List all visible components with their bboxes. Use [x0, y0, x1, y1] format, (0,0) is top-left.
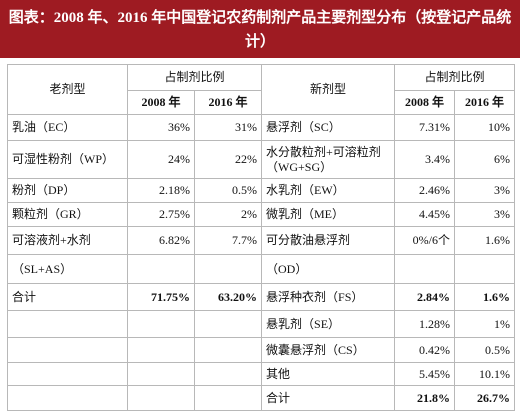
- type-cell: 合计: [261, 385, 396, 411]
- year-cell: 2008 年: [127, 90, 195, 115]
- share-cell: 0%/6个: [394, 226, 456, 255]
- share-cell: 3.4%: [394, 140, 456, 179]
- type-cell: 微乳剂（ME）: [261, 202, 396, 227]
- share-cell: [193, 310, 263, 338]
- type-cell: 其他: [261, 362, 396, 386]
- title: 图表：2008 年、2016 年中国登记农药制剂产品主要剂型分布（按登记产品统计…: [0, 0, 520, 58]
- type-cell: 悬乳剂（SE）: [261, 310, 396, 338]
- header-cell: 老剂型: [7, 64, 128, 115]
- share-cell: [127, 385, 195, 411]
- share-cell: 1.6%: [454, 283, 516, 311]
- share-cell: 6.82%: [127, 226, 195, 255]
- type-cell: 微囊悬浮剂（CS）: [261, 337, 396, 363]
- share-cell: [127, 362, 195, 386]
- share-cell: 24%: [127, 140, 195, 179]
- share-cell: 63.20%: [193, 283, 263, 311]
- share-cell: 3%: [454, 202, 516, 227]
- type-cell: 悬浮剂（SC）: [261, 114, 396, 141]
- share-cell: 2%: [193, 202, 263, 227]
- share-cell: 21.8%: [394, 385, 456, 411]
- data-row: （SL+AS） （OD）: [7, 254, 516, 284]
- data-row: 合计 21.8% 26.7%: [7, 385, 516, 411]
- data-row: 其他 5.45% 10.1%: [7, 362, 516, 386]
- share-cell: 2.18%: [127, 178, 195, 203]
- type-cell: （OD）: [261, 254, 396, 284]
- type-cell: （SL+AS）: [7, 254, 128, 284]
- share-cell: [127, 310, 195, 338]
- share-cell: 2.75%: [127, 202, 195, 227]
- share-cell: [193, 254, 263, 284]
- share-cell: 0.42%: [394, 337, 456, 363]
- share-cell: [193, 362, 263, 386]
- header-cell: 占制剂比例: [394, 64, 516, 91]
- type-cell: 水乳剂（EW）: [261, 178, 396, 203]
- share-cell: 2.84%: [394, 283, 456, 311]
- share-cell: [127, 337, 195, 363]
- year-cell: 2016 年: [454, 90, 516, 115]
- table: 老剂型 占制剂比例 新剂型 占制剂比例 2008 年 2016 年 2008 年 2016 年…: [7, 64, 516, 411]
- data-row: 可溶液剂+水剂 6.82% 7.7% 可分散油悬浮剂 0%/6个 1.6%: [7, 226, 516, 255]
- share-cell: 31%: [193, 114, 263, 141]
- share-cell: 10.1%: [454, 362, 516, 386]
- header-row: 老剂型 占制剂比例 新剂型 占制剂比例: [7, 64, 516, 115]
- header-row: 2008 年 2016 年 2008 年 2016 年: [8, 90, 516, 115]
- year-cell: 2016 年: [193, 90, 263, 115]
- share-cell: 26.7%: [454, 385, 516, 411]
- type-cell: [7, 362, 128, 386]
- share-cell: 1.28%: [394, 310, 456, 338]
- share-cell: [193, 337, 263, 363]
- type-cell: 粉剂（DP）: [7, 178, 128, 203]
- type-cell: 乳油（EC）: [7, 114, 128, 141]
- share-cell: 22%: [193, 140, 263, 179]
- share-cell: 3%: [454, 178, 516, 203]
- data-row: 乳油（EC） 36% 31% 悬浮剂（SC） 7.31% 10%: [7, 114, 516, 141]
- data-row: 粉剂（DP） 2.18% 0.5% 水乳剂（EW） 2.46% 3%: [7, 178, 516, 203]
- share-cell: 2.46%: [394, 178, 456, 203]
- share-cell: 5.45%: [394, 362, 456, 386]
- share-cell: [193, 385, 263, 411]
- type-cell: 可分散油悬浮剂: [261, 226, 396, 255]
- share-cell: 71.75%: [127, 283, 195, 311]
- year-cell: 2008 年: [394, 90, 456, 115]
- header-cell: 新剂型: [261, 64, 396, 115]
- share-cell: 10%: [454, 114, 516, 141]
- type-cell: 合计: [7, 283, 128, 311]
- share-cell: 4.45%: [394, 202, 456, 227]
- share-cell: 1.6%: [454, 226, 516, 255]
- share-cell: 0.5%: [454, 337, 516, 363]
- type-cell: [7, 385, 128, 411]
- type-cell: 可湿性粉剂（WP）: [7, 140, 128, 179]
- data-row: 合计 71.75% 63.20% 悬浮种衣剂（FS） 2.84% 1.6%: [7, 283, 516, 311]
- header-cell: 占制剂比例: [126, 64, 263, 91]
- share-cell: 36%: [127, 114, 195, 141]
- share-cell: [454, 254, 516, 284]
- share-cell: [394, 254, 456, 284]
- data-row: 颗粒剂（GR） 2.75% 2% 微乳剂（ME） 4.45% 3%: [7, 202, 516, 227]
- type-cell: [7, 310, 128, 338]
- type-cell: 颗粒剂（GR）: [7, 202, 128, 227]
- share-cell: [127, 254, 195, 284]
- share-cell: 7.31%: [394, 114, 456, 141]
- type-cell: 水分散粒剂+可溶粒剂（WG+SG）: [261, 140, 396, 179]
- type-cell: 可溶液剂+水剂: [7, 226, 128, 255]
- type-cell: 悬浮种衣剂（FS）: [261, 283, 396, 311]
- data-row: 可湿性粉剂（WP） 24% 22% 水分散粒剂+可溶粒剂（WG+SG） 3.4% 6%: [7, 140, 516, 179]
- share-cell: 0.5%: [193, 178, 263, 203]
- type-cell: [7, 337, 128, 363]
- share-cell: 7.7%: [193, 226, 263, 255]
- data-row: 悬乳剂（SE） 1.28% 1%: [7, 310, 516, 338]
- share-cell: 1%: [454, 310, 516, 338]
- data-row: 微囊悬浮剂（CS） 0.42% 0.5%: [7, 337, 516, 363]
- share-cell: 6%: [454, 140, 516, 179]
